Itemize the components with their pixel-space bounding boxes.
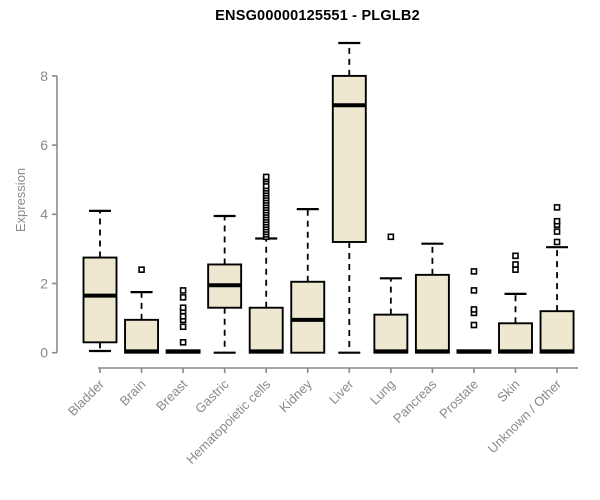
y-axis: 0 2 4 6 8 — [40, 68, 58, 361]
box-skin — [498, 252, 533, 354]
outlier-point — [262, 173, 270, 181]
box-unknown-other — [539, 204, 575, 354]
outlier-point — [387, 233, 395, 241]
x-axis-label-pancreas: Pancreas — [390, 376, 440, 426]
outlier-point — [179, 294, 187, 301]
box-breast — [165, 287, 201, 354]
x-axis-label-liver: Liver — [326, 376, 357, 407]
outlier-point — [470, 306, 478, 313]
y-tick-label: 0 — [40, 345, 48, 361]
x-axis-label-brain: Brain — [117, 377, 149, 409]
outlier-point — [179, 287, 187, 294]
outlier-point — [179, 323, 187, 331]
x-axis-label-prostate: Prostate — [436, 377, 481, 422]
outlier-point — [138, 266, 145, 273]
x-axis-label-lung: Lung — [367, 377, 398, 408]
box-brain — [124, 266, 160, 354]
box-pancreas — [414, 242, 450, 354]
outlier-point — [179, 339, 187, 346]
outlier-point — [179, 304, 187, 312]
outlier-point — [553, 217, 561, 225]
outlier-point — [470, 268, 478, 275]
x-axis-label-breast: Breast — [153, 376, 190, 413]
y-tick-label: 4 — [40, 206, 48, 222]
box-gastric — [207, 214, 243, 354]
x-axis-label-skin: Skin — [494, 377, 522, 405]
y-tick-label: 6 — [40, 137, 48, 153]
box-lung — [373, 233, 409, 354]
box-liver — [331, 41, 367, 354]
outlier-point — [512, 252, 519, 260]
x-axis-label-unknown-other: Unknown / Other — [485, 376, 565, 456]
box-bladder — [82, 209, 118, 353]
outlier-point — [179, 313, 187, 320]
outlier-point — [470, 321, 478, 329]
box-prostate — [456, 268, 492, 354]
x-axis-label-bladder: Bladder — [65, 376, 108, 419]
box-hematopoietic-cells — [248, 173, 284, 354]
outlier-point — [553, 228, 561, 235]
x-axis-label-kidney: Kidney — [276, 376, 315, 415]
x-axis-label-gastric: Gastric — [192, 376, 232, 416]
box-kidney — [290, 208, 326, 354]
outlier-point — [512, 266, 519, 273]
outlier-point — [512, 261, 519, 268]
outlier-point — [553, 204, 561, 211]
outlier-point — [553, 238, 561, 246]
y-tick-label: 2 — [40, 275, 48, 291]
y-tick-label: 8 — [40, 68, 48, 84]
outlier-point — [470, 287, 478, 294]
chart-title: ENSG00000125551 - PLGLB2 — [215, 8, 420, 24]
